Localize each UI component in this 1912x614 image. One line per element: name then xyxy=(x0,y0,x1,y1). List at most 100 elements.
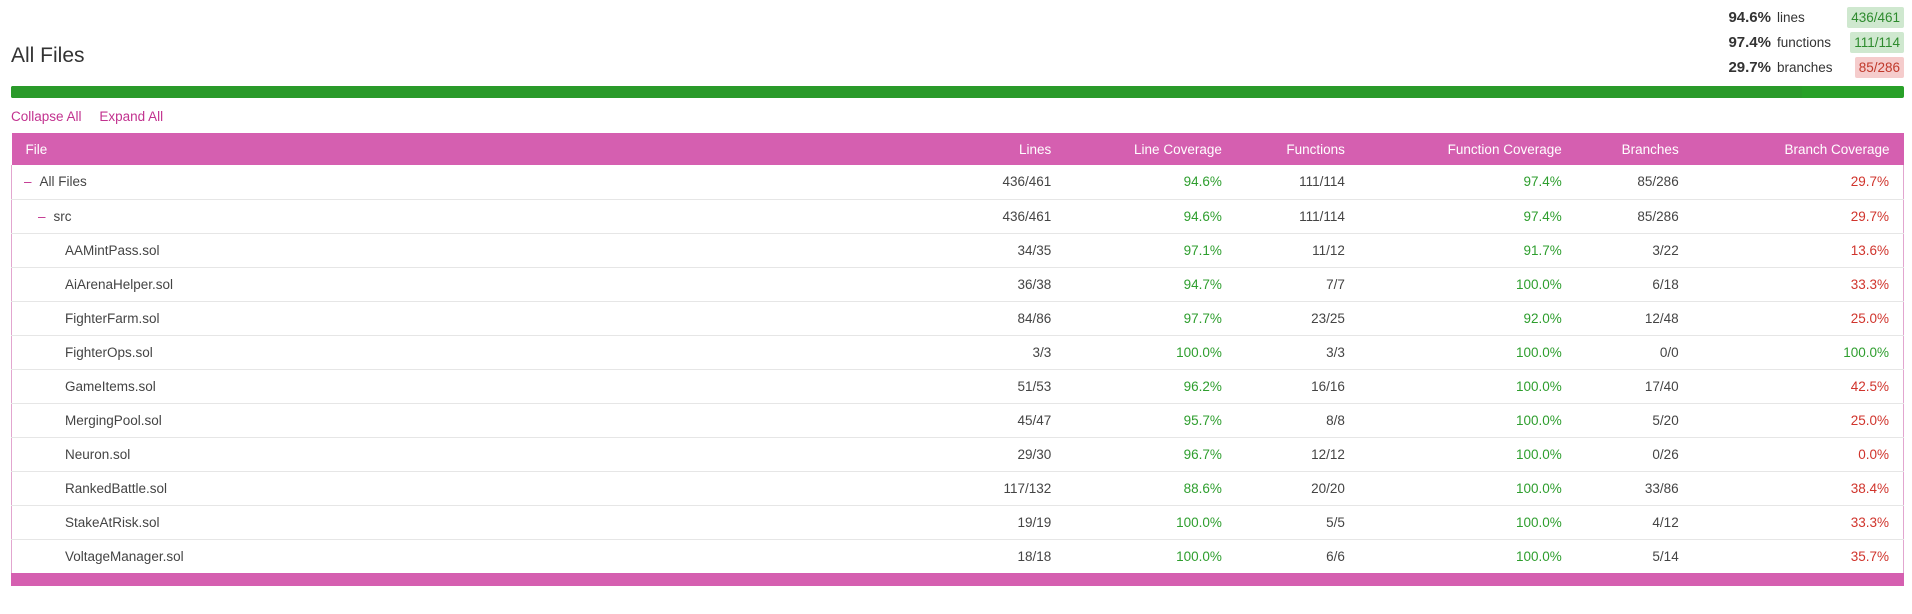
table-footer-bar xyxy=(11,573,1904,586)
functions-cell: 16/16 xyxy=(1311,378,1345,394)
functions-cell: 23/25 xyxy=(1311,310,1345,326)
branches-cell: 5/14 xyxy=(1652,548,1679,564)
file-name: RankedBattle.sol xyxy=(65,480,168,496)
collapse-all-link[interactable]: Collapse All xyxy=(11,109,82,124)
functions-cell: 3/3 xyxy=(1326,344,1345,360)
functions-cell: 11/12 xyxy=(1312,242,1345,258)
function-coverage-cell: 91.7% xyxy=(1523,242,1562,258)
table-row[interactable]: – src 436/461 94.6% 111/114 97.4% 85/286 29.7% xyxy=(11,199,1904,233)
lines-cell: 436/461 xyxy=(1002,208,1052,224)
table-row: FighterFarm.sol 84/86 97.7% 23/25 92.0% 12/48… xyxy=(11,301,1904,335)
line-coverage-cell: 96.7% xyxy=(1183,446,1222,462)
branch-coverage-cell: 33.3% xyxy=(1850,276,1889,292)
table-header-row: File Lines Line Coverage Functions Funct… xyxy=(11,133,1904,165)
collapse-toggle-icon[interactable]: – xyxy=(38,208,46,224)
summary-branches: 29.7% branches 85/286 xyxy=(1719,55,1904,80)
page-title: All Files xyxy=(11,44,85,68)
file-name: FighterFarm.sol xyxy=(65,310,160,326)
expand-all-link[interactable]: Expand All xyxy=(99,109,164,124)
branch-coverage-cell: 35.7% xyxy=(1850,548,1889,564)
function-coverage-cell: 100.0% xyxy=(1515,548,1562,564)
header-function-coverage[interactable]: Function Coverage xyxy=(1447,141,1562,157)
coverage-table-container: File Lines Line Coverage Functions Funct… xyxy=(11,133,1904,586)
summary-functions-count: 111/114 xyxy=(1850,32,1904,53)
table-row: StakeAtRisk.sol 19/19 100.0% 5/5 100.0% 4/12 3… xyxy=(11,505,1904,539)
file-name: AAMintPass.sol xyxy=(65,242,160,258)
table-body: – All Files 436/461 94.6% 111/114 97.4% 85/286… xyxy=(11,165,1904,573)
summary-lines-pct: 94.6% xyxy=(1728,9,1771,26)
functions-cell: 8/8 xyxy=(1326,412,1345,428)
functions-cell: 20/20 xyxy=(1311,480,1345,496)
summary-lines-label: lines xyxy=(1777,10,1805,25)
file-name: Neuron.sol xyxy=(65,446,131,462)
function-coverage-cell: 100.0% xyxy=(1515,378,1562,394)
file-name-cell: GameItems.sol xyxy=(12,369,865,403)
function-coverage-cell: 100.0% xyxy=(1515,480,1562,496)
lines-cell: 84/86 xyxy=(1017,310,1052,326)
header-lines[interactable]: Lines xyxy=(1019,141,1052,157)
lines-cell: 18/18 xyxy=(1017,548,1052,564)
branch-coverage-cell: 25.0% xyxy=(1850,412,1889,428)
file-name-cell: MergingPool.sol xyxy=(12,403,865,437)
file-name-cell: RankedBattle.sol xyxy=(12,471,865,505)
file-name-cell: Neuron.sol xyxy=(12,437,865,471)
file-name: AiArenaHelper.sol xyxy=(65,276,174,292)
function-coverage-cell: 100.0% xyxy=(1515,412,1562,428)
header-functions[interactable]: Functions xyxy=(1286,141,1345,157)
function-coverage-cell: 100.0% xyxy=(1515,276,1562,292)
file-name-cell: AiArenaHelper.sol xyxy=(12,267,865,301)
file-name: VoltageManager.sol xyxy=(65,548,184,564)
branches-cell: 33/86 xyxy=(1644,480,1679,496)
coverage-table: File Lines Line Coverage Functions Funct… xyxy=(11,133,1904,573)
branches-cell: 85/286 xyxy=(1637,174,1679,190)
file-name-cell: StakeAtRisk.sol xyxy=(12,505,865,539)
branches-cell: 3/22 xyxy=(1652,242,1679,258)
branches-cell: 85/286 xyxy=(1637,208,1679,224)
lines-cell: 36/38 xyxy=(1017,276,1052,292)
branches-cell: 0/0 xyxy=(1659,344,1679,360)
summary-functions-label: functions xyxy=(1777,35,1832,50)
functions-cell: 5/5 xyxy=(1326,514,1345,530)
summary-branches-label: branches xyxy=(1777,60,1833,75)
header-file[interactable]: File xyxy=(25,141,48,157)
lines-cell: 34/35 xyxy=(1017,242,1052,258)
function-coverage-cell: 100.0% xyxy=(1515,446,1562,462)
file-name-cell: FighterFarm.sol xyxy=(12,301,865,335)
branches-cell: 5/20 xyxy=(1652,412,1679,428)
summary-branches-count: 85/286 xyxy=(1854,57,1904,78)
lines-cell: 436/461 xyxy=(1002,174,1052,190)
branches-cell: 4/12 xyxy=(1652,514,1679,530)
lines-cell: 117/132 xyxy=(1003,480,1052,496)
branch-coverage-cell: 25.0% xyxy=(1850,310,1889,326)
header-branches[interactable]: Branches xyxy=(1621,141,1679,157)
branches-cell: 17/40 xyxy=(1644,378,1679,394)
coverage-progress-bar xyxy=(11,86,1904,98)
line-coverage-cell: 97.7% xyxy=(1183,310,1222,326)
file-name[interactable]: src xyxy=(53,208,72,224)
table-row[interactable]: – All Files 436/461 94.6% 111/114 97.4% 85/286… xyxy=(11,165,1904,199)
collapse-toggle-icon[interactable]: – xyxy=(24,174,32,190)
file-name: StakeAtRisk.sol xyxy=(65,514,160,530)
functions-cell: 12/12 xyxy=(1311,446,1345,462)
file-name-cell: VoltageManager.sol xyxy=(12,539,865,573)
header-line-coverage[interactable]: Line Coverage xyxy=(1134,141,1222,157)
lines-cell: 45/47 xyxy=(1017,412,1052,428)
branch-coverage-cell: 38.4% xyxy=(1850,480,1889,496)
branch-coverage-cell: 42.5% xyxy=(1850,378,1889,394)
header-branch-coverage[interactable]: Branch Coverage xyxy=(1784,141,1890,157)
branches-cell: 6/18 xyxy=(1652,276,1679,292)
functions-cell: 111/114 xyxy=(1299,174,1345,190)
table-row: FighterOps.sol 3/3 100.0% 3/3 100.0% 0/0 100.0… xyxy=(11,335,1904,369)
summary-functions-pct: 97.4% xyxy=(1728,34,1771,51)
line-coverage-cell: 94.6% xyxy=(1183,208,1222,224)
table-row: GameItems.sol 51/53 96.2% 16/16 100.0% 17/40 4… xyxy=(11,369,1904,403)
file-name[interactable]: All Files xyxy=(39,174,87,190)
table-row: MergingPool.sol 45/47 95.7% 8/8 100.0% 5/20 25… xyxy=(11,403,1904,437)
functions-cell: 7/7 xyxy=(1326,276,1345,292)
line-coverage-cell: 97.1% xyxy=(1183,242,1222,258)
table-row: VoltageManager.sol 18/18 100.0% 6/6 100.0% 5/… xyxy=(12,539,1904,573)
branch-coverage-cell: 33.3% xyxy=(1850,514,1889,530)
functions-cell: 6/6 xyxy=(1326,548,1345,564)
file-name-cell: AAMintPass.sol xyxy=(12,233,865,267)
summary-functions: 97.4% functions 111/114 xyxy=(1719,30,1904,55)
